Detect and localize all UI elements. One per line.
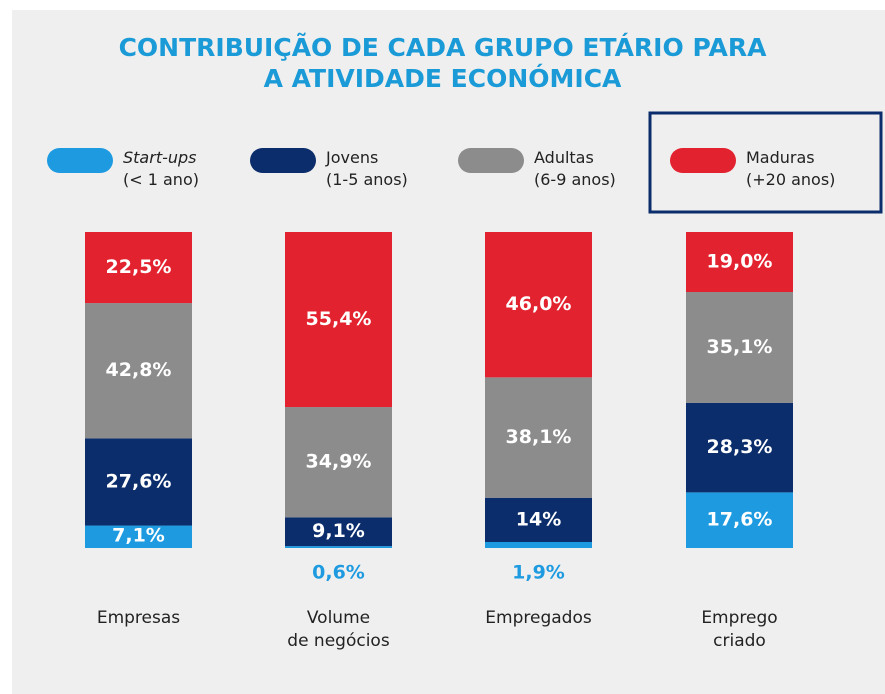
bar-segment [285, 407, 392, 518]
x-tick-label: Volume de negócios [287, 608, 390, 651]
x-tick-label: Empresas [96, 608, 181, 628]
value-label: 28,3% [707, 436, 773, 458]
value-label: 17,6% [707, 509, 773, 531]
bar-segment [285, 232, 392, 408]
legend-name: Adultas [534, 148, 594, 167]
x-tick-label: Emprego criado [701, 608, 778, 651]
legend-range: (1-5 anos) [326, 170, 408, 189]
bar-segment [485, 541, 592, 548]
bar-segment [686, 232, 793, 293]
legend-label: Start-ups (< 1 ano) [123, 147, 199, 191]
legend-swatch [458, 148, 524, 173]
value-label: 22,5% [106, 256, 172, 278]
bar-segment [285, 517, 392, 547]
legend-swatch [47, 148, 113, 173]
value-label: 55,4% [306, 308, 372, 330]
x-tick-label: Empregados [485, 608, 592, 628]
value-label: 34,9% [306, 451, 372, 473]
bar-segment [485, 232, 592, 378]
bar-segment [686, 292, 793, 403]
highlight-box [648, 111, 883, 214]
bar-segment [85, 525, 192, 548]
bar-segment [485, 377, 592, 498]
value-label: 0,6% [312, 562, 365, 584]
bar-segment [85, 438, 192, 526]
legend-name: Start-ups [123, 148, 197, 167]
value-label: 19,0% [707, 251, 773, 273]
value-label: 42,8% [106, 359, 172, 381]
bar-segment [85, 303, 192, 439]
value-label: 46,0% [506, 293, 572, 315]
value-label: 27,6% [106, 470, 172, 492]
legend-name: Maduras [746, 148, 815, 167]
legend-label: Adultas (6-9 anos) [534, 147, 616, 191]
legend-range: (6-9 anos) [534, 170, 616, 189]
legend-range: (< 1 ano) [123, 170, 199, 189]
bar-segment [485, 497, 592, 542]
value-label: 9,1% [312, 520, 365, 542]
bar-segment [686, 402, 793, 493]
value-label: 14% [516, 508, 561, 530]
chart-title: CONTRIBUIÇÃO DE CADA GRUPO ETÁRIO PARA A… [118, 33, 767, 93]
bar-segment [686, 492, 793, 548]
bar-segment [285, 546, 392, 548]
legend-label: Maduras (+20 anos) [746, 147, 835, 191]
value-label: 7,1% [112, 525, 165, 547]
legend-label: Jovens (1-5 anos) [326, 147, 408, 191]
legend-swatch [250, 148, 316, 173]
value-label: 38,1% [506, 426, 572, 448]
legend-range: (+20 anos) [746, 170, 836, 189]
value-label: 35,1% [707, 336, 773, 358]
legend-swatch [670, 148, 736, 173]
legend-name: Jovens [326, 148, 379, 167]
value-label: 1,9% [512, 562, 565, 584]
bar-segment [85, 232, 192, 304]
